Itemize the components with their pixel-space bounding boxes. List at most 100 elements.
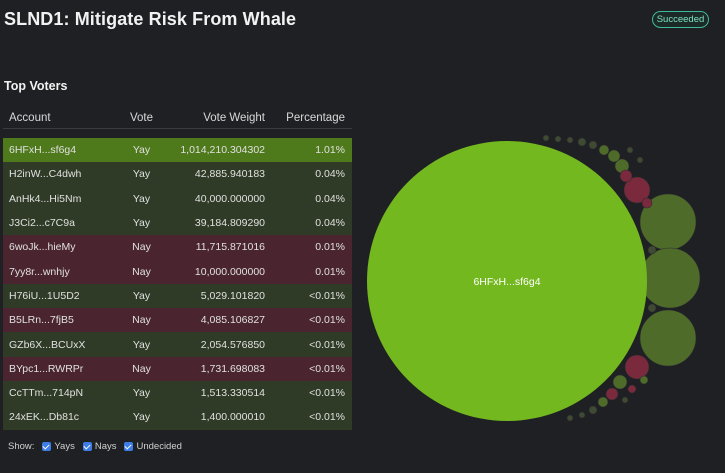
bubble-voter[interactable] bbox=[578, 411, 586, 419]
bubble-voter[interactable] bbox=[598, 144, 610, 156]
bubble-voter[interactable] bbox=[554, 135, 562, 143]
vote-cell: Nay bbox=[132, 241, 151, 254]
table-row[interactable]: 6woJk...hieMy Nay 11,715.871016 0.01% bbox=[3, 235, 352, 260]
nays-label: Nays bbox=[94, 441, 117, 452]
vote-cell: Yay bbox=[132, 289, 151, 302]
bubble-voter[interactable] bbox=[566, 136, 574, 144]
checkbox-checked-icon bbox=[42, 442, 52, 451]
account-cell: H2inW...C4dwh bbox=[9, 168, 82, 181]
bubble-voter[interactable] bbox=[639, 309, 697, 367]
page-title: SLND1: Mitigate Risk From Whale bbox=[4, 9, 297, 29]
nays-checkbox[interactable]: Nays bbox=[82, 441, 117, 452]
bubble-voter[interactable] bbox=[566, 414, 574, 422]
vote-weight-cell: 39,184.809290 bbox=[194, 217, 265, 230]
percentage-cell: <0.01% bbox=[309, 387, 345, 400]
percentage-cell: 0.04% bbox=[315, 192, 345, 205]
voter-bubble-chart: 6HFxH...sf6g4 bbox=[367, 134, 701, 422]
bubble-voter[interactable] bbox=[636, 156, 644, 164]
percentage-cell: 0.01% bbox=[315, 241, 345, 254]
column-account[interactable]: Account bbox=[9, 112, 51, 124]
account-cell: J3Ci2...c7C9a bbox=[9, 217, 75, 230]
percentage-cell: 0.01% bbox=[315, 265, 345, 278]
bubble-voter[interactable] bbox=[619, 169, 633, 183]
vote-weight-cell: 11,715.871016 bbox=[195, 241, 265, 254]
vote-weight-cell: 10,000.000000 bbox=[194, 265, 265, 278]
table-row[interactable]: 24xEK...Db81c Yay 1,400.000010 <0.01% bbox=[3, 405, 352, 430]
bubble-top-voter-label: 6HFxH...sf6g4 bbox=[473, 276, 540, 288]
bubble-voter[interactable] bbox=[621, 396, 629, 404]
vote-weight-cell: 1,513.330514 bbox=[200, 387, 265, 400]
top-voters-heading: Top Voters bbox=[4, 79, 68, 93]
vote-weight-cell: 5,029.101820 bbox=[200, 289, 265, 302]
bubble-voter[interactable] bbox=[624, 354, 650, 380]
bubble-voter[interactable] bbox=[588, 140, 598, 150]
bubble-voter[interactable] bbox=[588, 405, 598, 415]
table-row[interactable]: CcTTm...714pN Yay 1,513.330514 <0.01% bbox=[3, 380, 352, 406]
vote-weight-cell: 2,054.576850 bbox=[200, 338, 265, 351]
bubble-voter[interactable] bbox=[647, 303, 657, 313]
percentage-cell: <0.01% bbox=[309, 362, 345, 375]
account-cell: B5LRn...7fjB5 bbox=[9, 314, 74, 327]
percentage-cell: 0.04% bbox=[315, 168, 345, 181]
percentage-cell: 1.01% bbox=[315, 144, 345, 157]
vote-cell: Nay bbox=[132, 362, 151, 375]
status-badge: Succeeded bbox=[652, 11, 709, 28]
vote-cell: Yay bbox=[132, 144, 151, 157]
vote-cell: Yay bbox=[132, 411, 151, 424]
percentage-cell: <0.01% bbox=[309, 411, 345, 424]
percentage-cell: <0.01% bbox=[309, 314, 345, 327]
bubble-voter[interactable] bbox=[577, 137, 587, 147]
vote-cell: Nay bbox=[132, 314, 151, 327]
table-row[interactable]: J3Ci2...c7C9a Yay 39,184.809290 0.04% bbox=[3, 210, 352, 236]
bubble-voter[interactable] bbox=[607, 149, 621, 163]
undecided-checkbox[interactable]: Undecided bbox=[124, 441, 182, 452]
bubble-voter[interactable] bbox=[647, 245, 657, 255]
account-cell: CcTTm...714pN bbox=[9, 387, 84, 400]
vote-cell: Yay bbox=[132, 387, 151, 400]
undecided-label: Undecided bbox=[136, 441, 182, 452]
table-row[interactable]: AnHk4...Hi5Nm Yay 40,000.000000 0.04% bbox=[3, 186, 352, 211]
bubble-voter[interactable] bbox=[623, 176, 651, 204]
bubble-voter[interactable] bbox=[605, 387, 619, 401]
column-vote[interactable]: Vote bbox=[129, 112, 154, 124]
bubble-voter[interactable] bbox=[597, 396, 609, 408]
bubble-voter[interactable] bbox=[542, 134, 550, 142]
column-vote-weight[interactable]: Vote Weight bbox=[203, 112, 265, 124]
table-row[interactable]: 7yy8r...wnhjy Nay 10,000.000000 0.01% bbox=[3, 259, 352, 284]
bubble-voter[interactable] bbox=[639, 375, 649, 385]
vote-cell: Yay bbox=[132, 217, 151, 230]
table-row[interactable]: H76iU...1U5D2 Yay 5,029.101820 <0.01% bbox=[3, 283, 352, 309]
vote-weight-cell: 1,400.000010 bbox=[200, 411, 265, 424]
bubble-voter[interactable] bbox=[639, 247, 701, 309]
table-row[interactable]: B5LRn...7fjB5 Nay 4,085.106827 <0.01% bbox=[3, 308, 352, 333]
account-cell: 7yy8r...wnhjy bbox=[9, 265, 70, 278]
bubble-voter[interactable] bbox=[626, 146, 634, 154]
account-cell: AnHk4...Hi5Nm bbox=[9, 192, 82, 205]
vote-weight-cell: 1,014,210.304302 bbox=[180, 144, 265, 157]
table-row[interactable]: H2inW...C4dwh Yay 42,885.940183 0.04% bbox=[3, 162, 352, 187]
percentage-cell: <0.01% bbox=[309, 338, 345, 351]
vote-cell: Yay bbox=[132, 168, 151, 181]
account-cell: GZb6X...BCUxX bbox=[9, 338, 86, 351]
table-row[interactable]: BYpc1...RWRPr Nay 1,731.698083 <0.01% bbox=[3, 356, 352, 381]
bubble-top-voter[interactable] bbox=[367, 141, 647, 421]
account-cell: H76iU...1U5D2 bbox=[9, 289, 80, 302]
table-row[interactable]: 6HFxH...sf6g4 Yay 1,014,210.304302 1.01% bbox=[3, 138, 352, 163]
show-filters: Show: Yays Nays Undecided bbox=[8, 441, 182, 452]
account-cell: 6woJk...hieMy bbox=[9, 241, 76, 254]
account-cell: 24xEK...Db81c bbox=[9, 411, 80, 424]
yays-label: Yays bbox=[54, 441, 75, 452]
voters-table: Account Vote Vote Weight Percentage 6HFx… bbox=[3, 108, 352, 430]
vote-weight-cell: 4,085.106827 bbox=[200, 314, 265, 327]
column-percentage[interactable]: Percentage bbox=[286, 112, 345, 124]
percentage-cell: 0.04% bbox=[315, 217, 345, 230]
bubble-voter[interactable] bbox=[612, 374, 628, 390]
table-row[interactable]: GZb6X...BCUxX Yay 2,054.576850 <0.01% bbox=[3, 332, 352, 357]
yays-checkbox[interactable]: Yays bbox=[42, 441, 75, 452]
show-label: Show: bbox=[8, 441, 35, 452]
account-cell: 6HFxH...sf6g4 bbox=[9, 144, 77, 157]
bubble-voter[interactable] bbox=[641, 197, 653, 209]
checkbox-checked-icon bbox=[82, 442, 92, 451]
vote-cell: Yay bbox=[132, 192, 151, 205]
bubble-voter[interactable] bbox=[627, 384, 637, 394]
